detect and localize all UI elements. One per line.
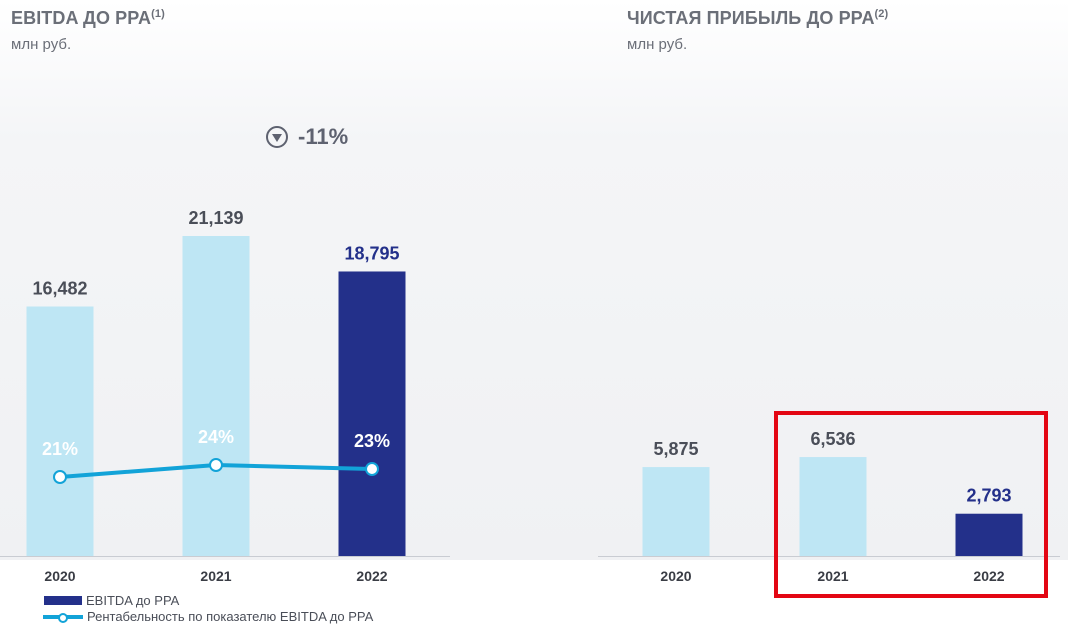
ebitda-title: EBITDA ДО PPA(1) <box>11 8 165 29</box>
bar-2020 <box>26 306 94 556</box>
margin-label-2021: 24% <box>198 427 234 447</box>
x-tick-label-2022: 2022 <box>356 568 387 584</box>
bar-2022 <box>955 513 1023 556</box>
margin-label-2020: 21% <box>42 439 78 459</box>
legend-line-label: Рентабельность по показателю EBITDA до P… <box>87 609 374 624</box>
margin-label-2022: 23% <box>354 431 390 451</box>
margin-point-2021 <box>209 458 223 472</box>
ebitda-change-indicator: -11% <box>266 124 348 150</box>
bar-2021 <box>182 236 250 556</box>
legend-line-swatch <box>43 612 83 623</box>
ebitda-chart: 16,482 2020 21,139 2021 18,795 2022 21% 24% 23% <box>0 208 450 584</box>
net-profit-title: ЧИСТАЯ ПРИБЫЛЬ ДО PPA(2) <box>627 8 888 29</box>
bar-value-label-2021: 21,139 <box>188 208 243 228</box>
x-tick-label-2020: 2020 <box>44 568 75 584</box>
net-profit-subtitle: млн руб. <box>627 36 688 53</box>
margin-point-2022 <box>365 462 379 476</box>
bar-value-label-2022: 18,795 <box>344 243 399 263</box>
highlight-frame-2021-2022 <box>774 411 1048 598</box>
down-arrow-icon <box>266 126 288 148</box>
bar-value-label-2022: 2,793 <box>966 486 1011 506</box>
x-tick-label-2022: 2022 <box>973 568 1004 584</box>
ebitda-change-value: -11% <box>298 124 349 149</box>
legend-ebitda: EBITDA до PPA <box>44 593 179 608</box>
x-tick-label-2020: 2020 <box>660 568 691 584</box>
ebitda-subtitle: млн руб. <box>11 36 72 53</box>
x-tick-label-2021: 2021 <box>200 568 231 584</box>
x-tick-label-2021: 2021 <box>817 568 848 584</box>
bar-2020 <box>642 467 710 556</box>
legend-bar-swatch <box>44 596 82 605</box>
legend-margin: Рентабельность по показателю EBITDA до P… <box>43 609 373 624</box>
net-profit-title-text: ЧИСТАЯ ПРИБЫЛЬ ДО PPA <box>627 8 875 28</box>
bar-value-label-2021: 6,536 <box>810 429 855 449</box>
net-profit-chart: 5,875 2020 6,536 2021 2,793 2022 <box>598 429 1060 584</box>
ebitda-title-note: (1) <box>151 8 165 20</box>
legend-bar-label: EBITDA до PPA <box>86 593 180 608</box>
bar-2021 <box>799 457 867 556</box>
ebitda-title-text: EBITDA ДО PPA <box>11 8 152 28</box>
bar-value-label-2020: 5,875 <box>653 439 698 459</box>
bar-2022 <box>338 271 406 556</box>
net-profit-title-note: (2) <box>874 8 889 20</box>
margin-point-2020 <box>53 470 67 484</box>
bar-value-label-2020: 16,482 <box>32 278 87 298</box>
